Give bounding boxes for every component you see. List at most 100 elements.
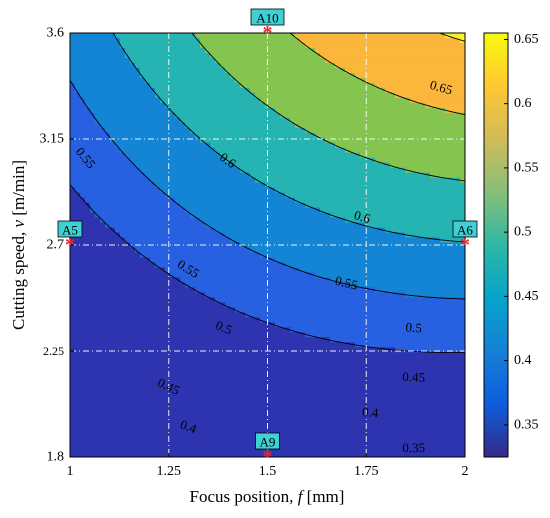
contour-fill-cell bbox=[280, 292, 286, 298]
contour-fill-cell bbox=[145, 372, 151, 378]
contour-fill-cell bbox=[230, 387, 236, 393]
contour-fill-cell bbox=[125, 42, 131, 49]
contour-fill-cell bbox=[195, 397, 201, 403]
contour-fill-cell bbox=[360, 212, 366, 219]
contour-fill-cell bbox=[275, 262, 281, 269]
contour-fill-cell bbox=[335, 412, 341, 418]
contour-fill-cell bbox=[330, 172, 336, 179]
contour-fill-cell bbox=[220, 397, 226, 403]
contour-fill-cell bbox=[350, 212, 356, 219]
contour-fill-cell bbox=[130, 77, 136, 84]
contour-fill-cell bbox=[205, 252, 211, 259]
contour-fill-cell bbox=[230, 117, 236, 124]
contour-fill-cell bbox=[105, 142, 111, 149]
contour-fill-cell bbox=[130, 137, 136, 144]
contour-fill-cell bbox=[325, 107, 331, 114]
contour-fill-cell bbox=[85, 92, 91, 99]
contour-fill-cell bbox=[115, 442, 121, 448]
contour-fill-cell bbox=[275, 57, 281, 64]
contour-fill-cell bbox=[350, 172, 356, 179]
contour-fill-cell bbox=[170, 102, 176, 109]
contour-fill-cell bbox=[345, 137, 351, 144]
contour-fill-cell bbox=[265, 367, 271, 373]
contour-fill-cell bbox=[340, 92, 346, 99]
contour-fill-cell bbox=[310, 192, 316, 199]
contour-fill-cell bbox=[170, 437, 176, 443]
contour-fill-cell bbox=[280, 372, 286, 378]
contour-fill-cell bbox=[265, 337, 271, 343]
contour-fill-cell bbox=[280, 282, 286, 288]
contour-fill-cell bbox=[220, 182, 226, 189]
contour-fill-cell bbox=[225, 202, 231, 209]
contour-fill-cell bbox=[285, 292, 291, 298]
contour-fill-cell bbox=[155, 282, 161, 288]
contour-fill-cell bbox=[280, 262, 286, 269]
contour-fill-cell bbox=[350, 292, 356, 298]
contour-fill-cell bbox=[295, 222, 301, 229]
contour-fill-cell bbox=[150, 42, 156, 49]
contour-fill-cell bbox=[290, 402, 296, 408]
contour-fill-cell bbox=[275, 112, 281, 119]
contour-fill-cell bbox=[175, 157, 181, 164]
contour-fill-cell bbox=[170, 322, 176, 328]
contour-fill-cell bbox=[260, 397, 266, 403]
contour-fill-cell bbox=[100, 47, 106, 54]
contour-fill-cell bbox=[280, 387, 286, 393]
contour-fill-cell bbox=[165, 47, 171, 54]
contour-fill-cell bbox=[120, 342, 126, 348]
contour-fill-cell bbox=[170, 317, 176, 323]
contour-fill-cell bbox=[225, 162, 231, 169]
contour-fill-cell bbox=[155, 452, 161, 457]
contour-fill-cell bbox=[110, 202, 116, 209]
contour-fill-cell bbox=[175, 202, 181, 209]
contour-fill-cell bbox=[285, 122, 291, 129]
contour-fill-cell bbox=[185, 352, 191, 358]
contour-fill-cell bbox=[330, 357, 336, 363]
contour-fill-cell bbox=[210, 107, 216, 114]
contour-fill-cell bbox=[290, 422, 296, 428]
contour-fill-cell bbox=[100, 42, 106, 49]
contour-fill-cell bbox=[185, 62, 191, 69]
contour-fill-cell bbox=[275, 182, 281, 189]
contour-fill-cell bbox=[125, 97, 131, 104]
contour-fill-cell bbox=[190, 382, 196, 388]
contour-fill-cell bbox=[290, 152, 296, 159]
contour-fill-cell bbox=[80, 77, 86, 84]
contour-fill-cell bbox=[180, 212, 186, 219]
contour-fill-cell bbox=[330, 247, 336, 254]
contour-fill-cell bbox=[235, 442, 241, 448]
contour-fill-cell bbox=[355, 452, 361, 457]
contour-fill-cell bbox=[150, 277, 156, 284]
contour-fill-cell bbox=[165, 327, 171, 333]
contour-fill-cell bbox=[235, 312, 241, 318]
contour-fill-cell bbox=[205, 227, 211, 234]
contour-fill-cell bbox=[185, 277, 191, 284]
contour-fill-cell bbox=[110, 277, 116, 284]
contour-fill-cell bbox=[345, 407, 351, 413]
contour-fill-cell bbox=[85, 77, 91, 84]
contour-fill-cell bbox=[85, 312, 91, 318]
contour-fill-cell bbox=[240, 397, 246, 403]
contour-fill-cell bbox=[140, 202, 146, 209]
contour-fill-cell bbox=[250, 347, 256, 353]
contour-fill-cell bbox=[170, 432, 176, 438]
contour-fill-cell bbox=[275, 342, 281, 348]
contour-fill-cell bbox=[280, 117, 286, 124]
contour-fill-cell bbox=[290, 427, 296, 433]
contour-fill-cell bbox=[215, 232, 221, 239]
contour-fill-cell bbox=[280, 67, 286, 74]
contour-fill-cell bbox=[75, 187, 81, 194]
contour-fill-cell bbox=[245, 122, 251, 129]
contour-fill-cell bbox=[75, 357, 81, 363]
contour-fill-cell bbox=[130, 87, 136, 94]
contour-fill-cell bbox=[260, 352, 266, 358]
contour-fill-cell bbox=[215, 397, 221, 403]
contour-fill-cell bbox=[220, 117, 226, 124]
contour-fill-cell bbox=[165, 107, 171, 114]
contour-fill-cell bbox=[275, 167, 281, 174]
contour-fill-cell bbox=[180, 432, 186, 438]
contour-fill-cell bbox=[200, 372, 206, 378]
contour-fill-cell bbox=[125, 67, 131, 74]
contour-fill-cell bbox=[215, 87, 221, 94]
contour-fill-cell bbox=[290, 182, 296, 189]
